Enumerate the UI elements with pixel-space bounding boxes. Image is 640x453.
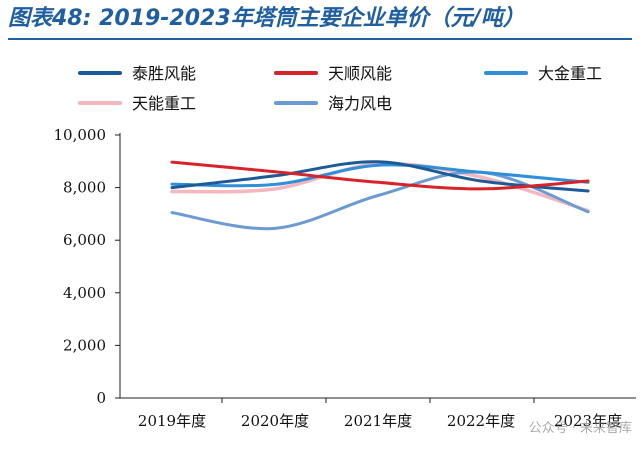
y-tick-label: 6,000 <box>63 231 106 249</box>
x-tick-label: 2022年度 <box>447 412 515 430</box>
y-tick-label: 10,000 <box>54 126 107 144</box>
x-tick-label: 2023年度 <box>554 412 622 430</box>
title-underline <box>8 38 632 40</box>
y-tick-label: 8,000 <box>63 179 106 197</box>
series-line-1 <box>170 160 590 193</box>
y-tick-label: 4,000 <box>63 284 106 302</box>
chart-title: 图表48: 2019-2023年塔筒主要企业单价（元/吨） <box>8 6 525 31</box>
legend-label: 泰胜风能 <box>132 64 196 83</box>
series-line-3 <box>170 163 590 188</box>
watermark: 公众号 · 未来智库 <box>529 420 632 436</box>
y-tick-label: 2,000 <box>63 336 106 354</box>
legend-label: 天能重工 <box>132 94 196 113</box>
legend-label: 天顺风能 <box>328 64 392 83</box>
x-tick-label: 2019年度 <box>138 412 206 430</box>
y-tick-label: 0 <box>96 389 106 407</box>
series-line-5 <box>170 170 590 231</box>
series-line-2 <box>170 160 590 191</box>
legend-label: 海力风电 <box>328 94 392 113</box>
x-tick-label: 2020年度 <box>241 412 309 430</box>
legend-label: 大金重工 <box>538 64 602 83</box>
x-tick-label: 2021年度 <box>344 412 412 430</box>
